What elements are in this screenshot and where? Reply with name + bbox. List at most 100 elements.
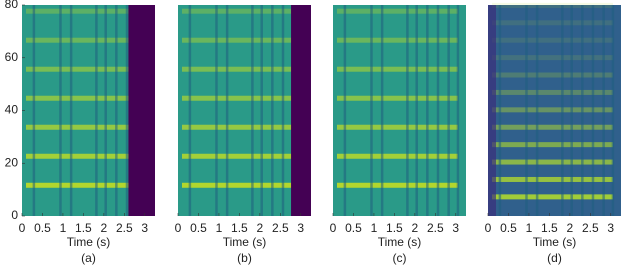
x-tick-label: 1 — [216, 221, 223, 235]
time-gap — [570, 5, 573, 216]
time-gap — [115, 5, 118, 216]
time-gap — [69, 5, 73, 216]
harmonic-band — [492, 107, 613, 113]
x-axis-label: Time (s) — [378, 235, 422, 249]
x-tick-label: 0.5 — [34, 221, 51, 235]
harmonic-band — [182, 153, 303, 159]
harmonic-band — [492, 159, 613, 165]
harmonic-band — [337, 66, 458, 72]
panel-caption: (c) — [393, 251, 407, 265]
x-tick-label: 1 — [60, 221, 67, 235]
y-tick-label: 60 — [5, 50, 19, 64]
time-gap — [59, 5, 62, 216]
x-tick-label: 0 — [330, 221, 337, 235]
x-tick-label: 1.5 — [541, 221, 558, 235]
time-gap — [602, 5, 605, 216]
panel-caption: (a) — [81, 251, 96, 265]
y-tick-label: 80 — [5, 0, 19, 11]
harmonic-band — [337, 37, 458, 43]
x-tick-label: 3 — [297, 221, 304, 235]
x-tick-label: 0.5 — [500, 221, 517, 235]
x-tick-label: 1.5 — [75, 221, 92, 235]
harmonic-band — [337, 182, 458, 188]
harmonic-band — [182, 8, 303, 14]
harmonic-band — [182, 95, 303, 101]
panel-caption: (d) — [547, 251, 562, 265]
padding-region — [128, 5, 155, 216]
harmonic-band — [26, 153, 147, 159]
time-gap — [581, 5, 584, 216]
x-tick-label: 2 — [101, 221, 108, 235]
time-gap — [611, 5, 615, 216]
time-gap — [436, 5, 440, 216]
x-tick-label: 0 — [485, 221, 492, 235]
time-gap — [456, 5, 460, 216]
time-gap — [32, 5, 36, 216]
time-gap — [406, 5, 409, 216]
noise-edge — [488, 5, 496, 216]
time-gap — [343, 5, 347, 216]
harmonic-band — [337, 95, 458, 101]
harmonic-band — [182, 124, 303, 130]
x-tick-label: 2 — [257, 221, 264, 235]
x-tick-label: 1.5 — [386, 221, 403, 235]
y-tick-label: 20 — [5, 155, 19, 169]
x-tick-label: 2 — [567, 221, 574, 235]
time-gap — [188, 5, 192, 216]
x-tick-label: 3 — [141, 221, 148, 235]
time-gap — [498, 5, 502, 216]
time-gap — [591, 5, 595, 216]
x-tick-label: 2.5 — [272, 221, 289, 235]
harmonic-band — [26, 124, 147, 130]
harmonic-band — [182, 37, 303, 43]
panel-caption: (b) — [237, 251, 252, 265]
time-gap — [260, 5, 263, 216]
harmonic-band — [26, 95, 147, 101]
x-tick-label: 2 — [412, 221, 419, 235]
time-gap — [95, 5, 98, 216]
harmonic-band — [492, 37, 613, 43]
spectrogram-panel — [22, 5, 155, 216]
x-axis-label: Time (s) — [67, 235, 111, 249]
harmonic-band — [26, 8, 147, 14]
time-gap — [426, 5, 429, 216]
time-gap — [535, 5, 539, 216]
harmonic-band — [337, 153, 458, 159]
harmonic-band — [26, 182, 147, 188]
harmonic-band — [492, 20, 613, 26]
x-axis-label: Time (s) — [223, 235, 267, 249]
x-tick-label: 2.5 — [116, 221, 133, 235]
x-tick-label: 3 — [452, 221, 459, 235]
y-tick-label: 0 — [11, 208, 18, 222]
harmonic-band — [182, 182, 303, 188]
x-tick-label: 3 — [607, 221, 614, 235]
y-tick-label: 40 — [5, 103, 19, 117]
x-tick-label: 2.5 — [582, 221, 599, 235]
spectrogram-background — [178, 5, 311, 216]
x-tick-label: 1.5 — [231, 221, 248, 235]
x-tick-label: 0 — [19, 221, 26, 235]
harmonic-band — [492, 2, 613, 8]
harmonic-band — [26, 37, 147, 43]
harmonic-band — [337, 8, 458, 14]
spectrogram-panel — [178, 5, 311, 216]
harmonic-band — [492, 55, 613, 61]
time-gap — [251, 5, 254, 216]
harmonic-band — [182, 66, 303, 72]
x-tick-label: 0 — [175, 221, 182, 235]
x-tick-label: 1 — [526, 221, 533, 235]
time-gap — [380, 5, 384, 216]
spectrogram-background — [333, 5, 466, 216]
time-gap — [104, 5, 107, 216]
x-tick-label: 0.5 — [345, 221, 362, 235]
time-gap — [215, 5, 218, 216]
harmonic-band — [26, 66, 147, 72]
x-tick-label: 1 — [371, 221, 378, 235]
time-gap — [370, 5, 373, 216]
time-gap — [271, 5, 274, 216]
time-gap — [447, 5, 450, 216]
time-gap — [225, 5, 229, 216]
harmonic-band — [492, 89, 613, 95]
spectrogram-panel — [333, 5, 466, 216]
